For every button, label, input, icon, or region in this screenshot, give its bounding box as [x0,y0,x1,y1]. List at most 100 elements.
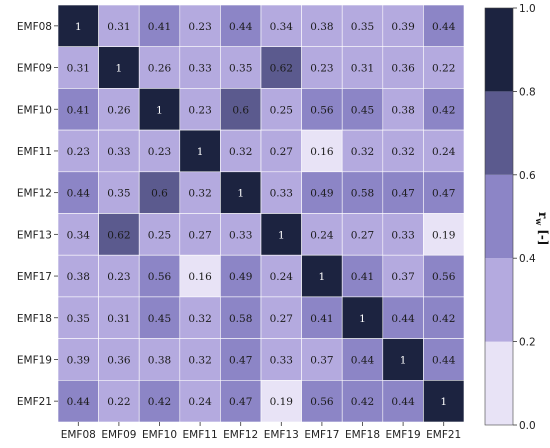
cell-value-label: 0.41 [148,21,171,33]
column-tick-labels: EMF08 EMF09 EMF10 EMF11 EMF12 EMF13 EMF17 EMF18… [61,422,461,441]
colorbar-tick-label: 0.8 [519,86,536,98]
heatmap-cell-emf13-emf10 [138,213,181,256]
cell-value-label: 1 [440,396,447,408]
cell-value-label: 0.26 [148,63,172,75]
heatmap-cell-emf11-emf08 [57,129,99,173]
heatmap-cell-emf08-emf18 [341,4,384,48]
heatmap-cell-emf12-emf17 [301,171,343,214]
colorbar-frame [484,7,514,426]
cell-value-label: 0.44 [67,396,91,408]
heatmap-cell-emf19-emf12 [220,338,262,381]
heatmap-cell-emf19-emf18 [341,338,384,381]
cell-value-label: 0.56 [310,104,334,116]
cell-value-label: 1 [197,146,204,158]
heatmap-cell-emf13-emf19 [382,213,424,256]
colorbar-tick-label: 0.0 [519,420,536,432]
cell-value-label: 0.22 [107,396,130,408]
cell-value-label: 0.32 [391,146,414,158]
cell-value-label: 0.26 [107,104,131,116]
cell-value-label: 0.58 [229,313,252,325]
colorbar-tick-label: 0.2 [519,337,536,349]
cell-value-label: 1 [278,229,285,241]
heatmap-cell-emf19-emf09 [98,338,140,381]
cell-value-label: 0.33 [270,188,293,200]
cell-value-label: 0.56 [148,271,172,283]
heatmap-cell-emf17-emf08 [57,254,99,298]
cell-value-label: 0.23 [188,104,211,116]
heatmap-cell-emf09-emf17 [301,46,343,89]
heatmap-cell-emf19-emf19 [382,338,424,381]
cell-value-label: 1 [156,104,163,116]
row-tick-label: EMF09 [17,63,52,75]
heatmap-cell-emf11-emf19 [382,129,424,173]
colorbar-segment [485,8,513,92]
heatmap-cell-emf12-emf13 [260,171,302,214]
heatmap-cell-emf10-emf12 [220,88,262,131]
cell-value-label: 0.39 [67,354,90,366]
cell-value-label: 0.23 [148,146,171,158]
heatmap-cell-emf09-emf21 [423,46,465,89]
cell-value-label: 0.41 [351,271,374,283]
row-tick-label: EMF13 [17,229,52,241]
cell-value-label: 0.16 [310,146,334,158]
cell-value-label: 0.47 [229,354,252,366]
heatmap-cell-emf09-emf18 [341,46,384,89]
cell-value-label: 0.47 [229,396,252,408]
heatmap-cell-emf08-emf11 [179,4,221,48]
heatmap-cell-emf21-emf12 [220,379,262,423]
heatmap-cell-emf08-emf08 [57,4,99,48]
cell-value-label: 0.38 [310,21,333,33]
cell-value-label: 0.33 [229,229,252,241]
cell-value-label: 0.33 [270,354,293,366]
cell-value-label: 0.35 [229,63,252,75]
cell-value-label: 0.6 [151,188,168,200]
cell-value-label: 0.24 [270,271,294,283]
heatmap-cell-emf18-emf09 [98,296,140,339]
cell-value-label: 0.56 [310,396,334,408]
cell-value-label: 1 [116,63,123,75]
cell-value-label: 0.39 [391,21,414,33]
heatmap-cell-emf10-emf09 [98,88,140,131]
cell-value-label: 0.31 [67,63,90,75]
cell-value-label: 0.58 [351,188,374,200]
cell-value-label: 0.56 [432,271,456,283]
row-tick-label: EMF21 [17,396,52,408]
cell-value-label: 0.34 [270,21,294,33]
colorbar-title-sub: w [534,217,544,226]
heatmap-cell-emf18-emf10 [138,296,181,339]
cell-value-label: 0.35 [107,188,130,200]
column-tick-label: EMF09 [101,429,136,441]
colorbar-title-unit: [-] [536,229,550,245]
cell-value-label: 0.47 [391,188,414,200]
cell-value-label: 0.35 [67,313,90,325]
heatmap-cell-emf11-emf21 [423,129,465,173]
cell-value-label: 0.32 [188,188,211,200]
cell-value-label: 1 [237,188,244,200]
cell-value-label: 0.24 [188,396,212,408]
cell-value-label: 0.23 [188,21,211,33]
cell-value-label: 0.23 [67,146,90,158]
heatmap-cell-emf09-emf13 [260,46,302,89]
heatmap-cell-emf08-emf09 [98,4,140,48]
column-tick-label: EMF08 [61,429,96,441]
cell-value-label: 0.23 [310,63,333,75]
cell-value-label: 0.31 [351,63,374,75]
cell-value-label: 0.38 [391,104,414,116]
heatmap-cell-emf21-emf13 [260,379,302,423]
cell-value-label: 0.22 [432,63,455,75]
cell-value-label: 0.49 [310,188,333,200]
colorbar-tick-label: 1.0 [519,3,536,15]
cell-value-label: 0.27 [351,229,374,241]
cell-value-label: 0.32 [188,354,211,366]
heatmap-cell-emf08-emf13 [260,4,302,48]
heatmap-cell-emf13-emf08 [57,213,99,256]
colorbar-segment [485,91,513,175]
row-tick-label: EMF19 [17,354,52,366]
heatmap-cell-emf12-emf09 [98,171,140,214]
cell-value-label: 0.34 [67,229,91,241]
cell-value-label: 0.35 [351,21,374,33]
heatmap-cell-emf08-emf10 [138,4,181,48]
heatmap-cell-emf10-emf08 [57,88,99,131]
cell-value-label: 0.42 [432,313,455,325]
